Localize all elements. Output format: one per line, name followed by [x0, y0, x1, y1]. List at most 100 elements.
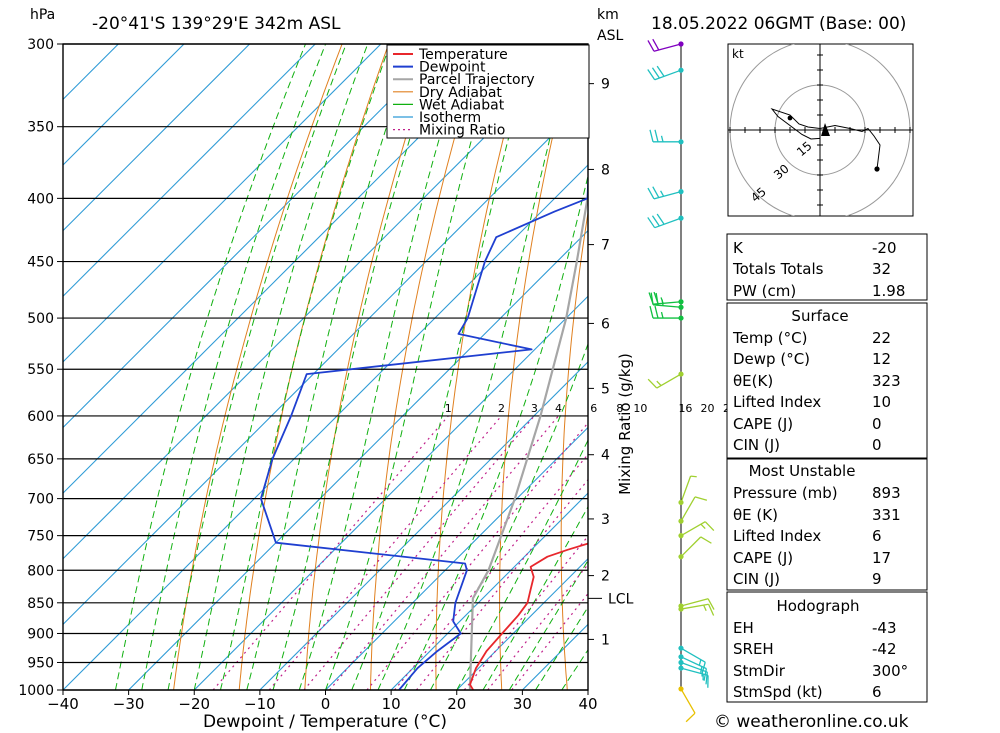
dry-adiabat-line — [944, 44, 1000, 690]
km-tick-label: 4 — [601, 448, 610, 464]
wet-adiabat-line — [403, 174, 588, 690]
surface-temp-label: Temp (°C) — [732, 329, 807, 347]
temperature-tick-label: 0 — [321, 695, 331, 713]
pw-label: PW (cm) — [733, 282, 796, 300]
wind-barb-staff — [680, 536, 702, 558]
wind-barb-dot — [678, 518, 684, 524]
legend-label: Wet Adiabat — [419, 97, 505, 113]
surface-cape-label: CAPE (J) — [733, 415, 793, 433]
header-location: -20°41'S 139°29'E 342m ASL — [92, 14, 341, 34]
k-value: -20 — [872, 239, 897, 257]
mu-li-label: Lifted Index — [733, 527, 821, 545]
hodograph-end-dot — [874, 166, 880, 172]
wind-barb-dot — [678, 215, 684, 221]
pressure-tick-label: 800 — [27, 563, 54, 579]
isotherm-line — [63, 44, 579, 560]
surface-dewp-label: Dewp (°C) — [733, 350, 810, 368]
hodograph-table-box — [726, 591, 928, 703]
wet-adiabat-line — [456, 438, 588, 690]
surface-li-label: Lifted Index — [733, 393, 821, 411]
dry-adiabat-line — [992, 44, 1000, 690]
eh-value: -43 — [872, 619, 897, 637]
wind-barb-flag — [653, 291, 659, 304]
dry-adiabat-line — [173, 44, 343, 690]
wind-barb-staff — [680, 521, 706, 537]
wind-barb-flag — [660, 135, 664, 142]
wind-barb-flag — [649, 129, 654, 142]
mu-title: Most Unstable — [749, 462, 856, 480]
wind-barb-dot — [678, 67, 684, 73]
credit-link[interactable]: © weatheronline.co.uk — [714, 712, 909, 732]
mixing-ratio-line — [487, 563, 588, 690]
wind-barb-flag — [700, 523, 706, 530]
wind-barb-staff — [680, 667, 709, 676]
isotherm-line — [259, 361, 588, 690]
wet-adiabat-line — [115, 44, 306, 690]
isotherm-line — [63, 44, 447, 429]
temperature-tick-label: 20 — [447, 695, 466, 713]
temperature-tick-label: −10 — [244, 695, 276, 713]
km-tick-label: 1 — [601, 632, 610, 648]
hodograph-unit-label: kt — [732, 47, 744, 61]
hodograph-trace — [770, 107, 881, 170]
wet-adiabat-line — [272, 44, 441, 690]
mu-pressure-value: 893 — [872, 484, 901, 502]
wet-adiabat-line — [325, 44, 500, 690]
wind-barb-flag — [701, 661, 706, 675]
isotherm-line — [63, 164, 588, 690]
wind-barb-flag — [700, 536, 712, 544]
legend-label: Temperature — [418, 47, 508, 63]
sounding-profiles — [260, 176, 588, 690]
wind-barb-staff — [654, 69, 682, 81]
y-axis-label-asl: ASL — [597, 28, 623, 44]
legend-label: Dry Adiabat — [419, 85, 502, 101]
indices-box — [726, 233, 928, 301]
wind-barb-flag — [647, 378, 658, 389]
surface-li-value: 10 — [872, 393, 891, 411]
km-tick-label: 7 — [601, 238, 610, 254]
mixing-ratio-label: 1 — [445, 402, 452, 415]
wind-barb-dot — [678, 371, 684, 377]
pressure-tick-label: 350 — [27, 120, 54, 136]
wet-adiabat-line — [508, 559, 588, 690]
wind-barb-flag — [660, 311, 664, 319]
wind-barb-flag — [649, 305, 654, 319]
temperature-tick-labels: −40 −30 −20 −10 0 10 20 30 40 — [47, 690, 598, 713]
surface-cin-label: CIN (J) — [733, 436, 780, 454]
wind-barb-staff — [653, 304, 682, 308]
surface-box — [726, 302, 928, 459]
pressure-tick-label: 300 — [27, 37, 54, 53]
stmdir-value: 300° — [872, 662, 908, 680]
pressure-tick-labels: 300 350 400 450 500 550 600 650 700 750 800 850 900 9… — [18, 37, 63, 699]
dry-adiabat-line — [370, 44, 483, 690]
pressure-tick-label: 550 — [27, 362, 54, 378]
plot-frame — [62, 43, 589, 691]
surface-cape-value: 0 — [872, 415, 882, 433]
mixing-ratio-line — [366, 421, 588, 690]
mu-cape-label: CAPE (J) — [733, 549, 793, 567]
wind-barb-flag — [660, 190, 665, 197]
wind-barb-flag — [647, 40, 655, 52]
stmspd-label: StmSpd (kt) — [733, 683, 823, 701]
isotherm-lines — [63, 44, 588, 690]
mixing-ratio-axis-label: Mixing Ratio (g/kg) — [616, 353, 634, 495]
wet-adiabat-line — [535, 606, 588, 690]
dewpoint-line — [260, 176, 588, 690]
km-tick-label: 6 — [601, 316, 610, 332]
pressure-tick-label: 450 — [27, 255, 54, 271]
legend-label: Parcel Trajectory — [419, 72, 535, 88]
pressure-tick-label: 1000 — [18, 683, 54, 699]
isotherm-line — [63, 44, 513, 494]
km-tick-label: 2 — [601, 569, 610, 585]
sreh-value: -42 — [872, 640, 897, 658]
wind-barb-flag — [651, 67, 660, 79]
isotherm-line — [63, 44, 251, 232]
wind-barb-staff — [680, 598, 709, 607]
wind-barb-flag — [707, 598, 715, 610]
y-axis-label-hpa: hPa — [30, 7, 55, 23]
indices-tables: K -20 Totals Totals 32 PW (cm) 1.98 Surf… — [726, 233, 928, 703]
isotherm-line — [63, 44, 382, 363]
